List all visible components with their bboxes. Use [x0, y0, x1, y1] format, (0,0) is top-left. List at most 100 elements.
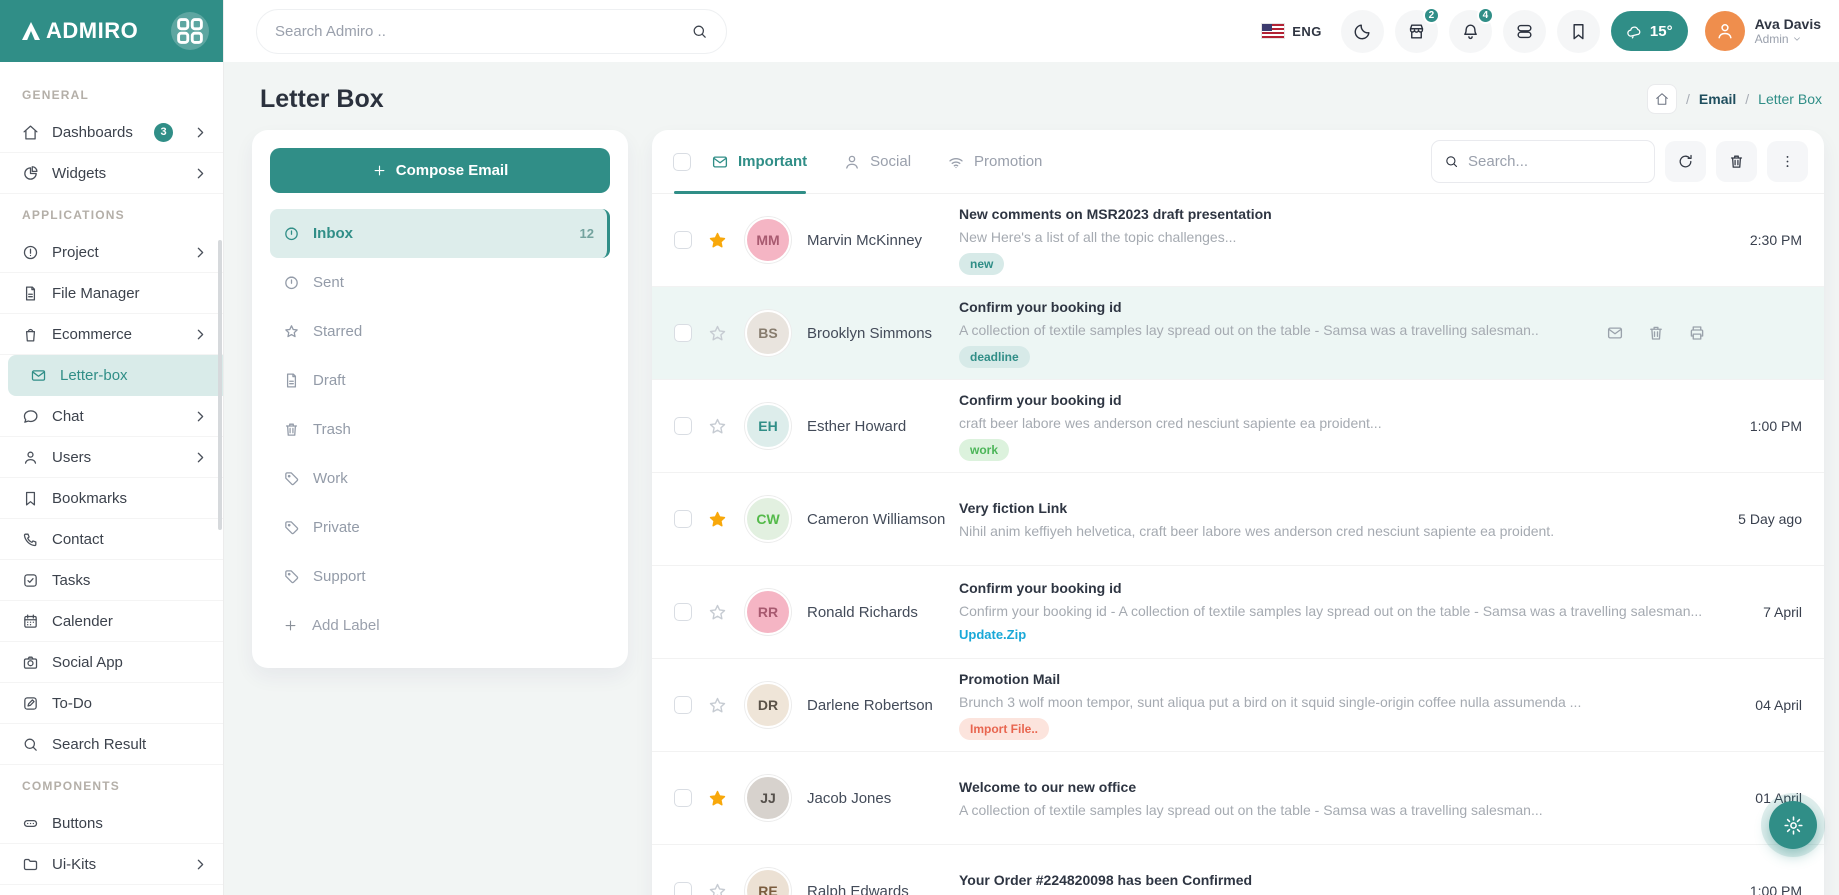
- sidebar-item-widgets[interactable]: Widgets: [0, 153, 223, 194]
- email-row[interactable]: EH Esther Howard Confirm your booking id…: [652, 380, 1824, 473]
- email-checkbox[interactable]: [674, 789, 692, 807]
- bookmarks-button[interactable]: [1556, 9, 1600, 53]
- refresh-button[interactable]: [1665, 141, 1706, 182]
- sidebar-item-label: Chat: [52, 407, 84, 425]
- sidebar-item-contact[interactable]: Contact: [0, 519, 223, 560]
- sidebar-item-letter-box[interactable]: Letter-box: [8, 355, 223, 396]
- sidebar-item-bookmarks[interactable]: Bookmarks: [0, 478, 223, 519]
- breadcrumb-home[interactable]: [1647, 84, 1678, 114]
- sidebar-item-icon: [22, 244, 39, 261]
- email-attachment-link[interactable]: Update.Zip: [959, 627, 1027, 642]
- email-row[interactable]: RR Ronald Richards Confirm your booking …: [652, 566, 1824, 659]
- plus-icon: [372, 163, 387, 178]
- sidebar-item-ecommerce[interactable]: Ecommerce: [0, 314, 223, 355]
- weather-widget[interactable]: 15°: [1610, 11, 1688, 51]
- panels: Compose Email Inbox 12 Sent Starred Draf…: [252, 130, 1824, 895]
- tab-social[interactable]: Social: [843, 153, 911, 171]
- email-row[interactable]: DR Darlene Robertson Promotion Mail Brun…: [652, 659, 1824, 752]
- email-checkbox[interactable]: [674, 417, 692, 435]
- more-options-button[interactable]: [1767, 141, 1808, 182]
- email-search-input[interactable]: [1468, 153, 1642, 170]
- global-search[interactable]: [256, 8, 727, 54]
- compose-email-button[interactable]: Compose Email: [270, 148, 610, 193]
- star-icon[interactable]: [707, 416, 728, 437]
- folder-item-trash[interactable]: Trash: [270, 405, 610, 454]
- sidebar-item-ui-kits[interactable]: Ui-Kits: [0, 844, 223, 885]
- sidebar-item-label: Contact: [52, 530, 104, 548]
- star-icon[interactable]: [707, 881, 728, 895]
- layout-button[interactable]: [1502, 9, 1546, 53]
- email-checkbox[interactable]: [674, 231, 692, 249]
- sidebar-item-buttons[interactable]: Buttons: [0, 803, 223, 844]
- star-icon[interactable]: [707, 788, 728, 809]
- notifications-button[interactable]: 4: [1448, 6, 1494, 53]
- language-switcher[interactable]: ENG: [1262, 24, 1322, 39]
- add-label-button[interactable]: Add Label: [270, 601, 610, 650]
- email-checkbox[interactable]: [674, 510, 692, 528]
- email-row[interactable]: BS Brooklyn Simmons Confirm your booking…: [652, 287, 1824, 380]
- user-menu[interactable]: Ava Davis Admin: [1704, 11, 1821, 51]
- star-icon[interactable]: [707, 695, 728, 716]
- star-icon[interactable]: [707, 509, 728, 530]
- tab-icon: [843, 153, 861, 171]
- sidebar-item-to-do[interactable]: To-Do: [0, 683, 223, 724]
- envelope-icon[interactable]: [1606, 324, 1624, 342]
- sidebar-item-file-manager[interactable]: File Manager: [0, 273, 223, 314]
- sidebar-item-chat[interactable]: Chat: [0, 396, 223, 437]
- email-row[interactable]: CW Cameron Williamson Very fiction Link …: [652, 473, 1824, 566]
- email-row[interactable]: RE Ralph Edwards Your Order #224820098 h…: [652, 845, 1824, 895]
- folder-item-inbox[interactable]: Inbox 12: [270, 209, 610, 258]
- star-icon[interactable]: [707, 323, 728, 344]
- global-search-input[interactable]: [275, 22, 681, 40]
- sidebar-item-icon: [22, 490, 39, 507]
- sidebar-item-label: Widgets: [52, 164, 107, 182]
- chevron-right-icon: [192, 408, 209, 425]
- select-all-checkbox[interactable]: [673, 152, 691, 171]
- tab-label: Important: [738, 153, 808, 170]
- cart-button[interactable]: 2: [1394, 6, 1440, 53]
- email-checkbox[interactable]: [674, 696, 692, 714]
- settings-fab-button[interactable]: [1769, 801, 1817, 849]
- printer-icon[interactable]: [1688, 324, 1706, 342]
- folder-label: Draft: [313, 372, 346, 389]
- sidebar-item-users[interactable]: Users: [0, 437, 223, 478]
- folder-item-private[interactable]: Private: [270, 503, 610, 552]
- star-icon[interactable]: [707, 602, 728, 623]
- email-search[interactable]: [1431, 140, 1655, 183]
- sidebar-item-project[interactable]: Project: [0, 232, 223, 273]
- folder-item-work[interactable]: Work: [270, 454, 610, 503]
- folder-item-starred[interactable]: Starred: [270, 307, 610, 356]
- email-checkbox[interactable]: [674, 324, 692, 342]
- brand-logo[interactable]: ADMIRO: [18, 18, 138, 44]
- email-label-badge: work: [959, 438, 1010, 461]
- email-checkbox[interactable]: [674, 882, 692, 895]
- sidebar-item-label: Search Result: [52, 735, 147, 753]
- star-icon[interactable]: [707, 230, 728, 251]
- delete-button[interactable]: [1716, 141, 1757, 182]
- breadcrumb-email[interactable]: Email: [1698, 91, 1737, 107]
- sidebar-item-tasks[interactable]: Tasks: [0, 560, 223, 601]
- folder-item-sent[interactable]: Sent: [270, 258, 610, 307]
- sidebar-item-social-app[interactable]: Social App: [0, 642, 223, 683]
- sidebar-item-icon: [22, 449, 39, 466]
- tab-promotion[interactable]: Promotion: [947, 153, 1042, 171]
- dark-mode-button[interactable]: [1340, 9, 1384, 53]
- avatar: BS: [745, 310, 791, 356]
- folder-item-support[interactable]: Support: [270, 552, 610, 601]
- avatar: [1704, 11, 1745, 51]
- search-icon[interactable]: [691, 23, 708, 40]
- sidebar-item-search-result[interactable]: Search Result: [0, 724, 223, 765]
- folder-list: Inbox 12 Sent Starred Draft Trash Work P…: [270, 209, 610, 601]
- plus-icon: [283, 618, 298, 633]
- email-sender: Marvin McKinney: [807, 231, 923, 249]
- email-row[interactable]: JJ Jacob Jones Welcome to our new office…: [652, 752, 1824, 845]
- folder-item-draft[interactable]: Draft: [270, 356, 610, 405]
- sidebar-toggle-button[interactable]: [171, 12, 209, 50]
- tab-important[interactable]: Important: [711, 153, 807, 171]
- email-row[interactable]: MM Marvin McKinney New comments on MSR20…: [652, 194, 1824, 287]
- sidebar-scrollbar[interactable]: [218, 240, 222, 530]
- sidebar-item-dashboards[interactable]: Dashboards 3: [0, 112, 223, 153]
- email-checkbox[interactable]: [674, 603, 692, 621]
- sidebar-item-calender[interactable]: Calender: [0, 601, 223, 642]
- trash-icon[interactable]: [1647, 324, 1665, 342]
